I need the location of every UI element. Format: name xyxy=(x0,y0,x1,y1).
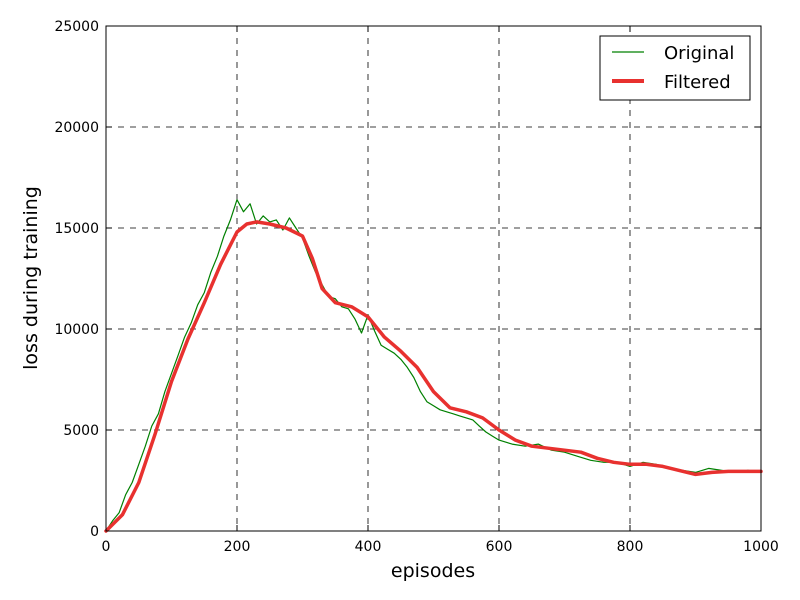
ticks xyxy=(105,25,762,532)
tick-labels: 0 200 400 600 800 100005000100001500020000250… xyxy=(54,19,778,555)
x-tick-label: 600 xyxy=(486,539,513,555)
plot-frame xyxy=(105,25,762,532)
x-tick-label: 0 xyxy=(102,539,111,555)
legend-label-filtered: Filtered xyxy=(664,72,731,93)
y-tick-label: 0 xyxy=(90,524,99,540)
y-tick-label: 20000 xyxy=(54,120,99,136)
y-tick-label: 25000 xyxy=(54,19,99,35)
x-tick-label: 1000 xyxy=(743,539,779,555)
grid xyxy=(106,26,761,531)
y-axis-label: loss during training xyxy=(20,186,42,370)
legend-box xyxy=(599,35,751,101)
x-tick-label: 200 xyxy=(224,539,251,555)
legend: Original Filtered xyxy=(599,35,751,101)
series-line-filtered xyxy=(104,220,763,533)
x-axis-label: episodes xyxy=(391,560,475,582)
x-tick-label: 800 xyxy=(617,539,644,555)
x-tick-label: 400 xyxy=(355,539,382,555)
y-tick-label: 15000 xyxy=(54,221,99,237)
legend-label-original: Original xyxy=(664,43,734,64)
series-layer xyxy=(104,199,763,533)
y-tick-label: 10000 xyxy=(54,322,99,338)
y-tick-label: 5000 xyxy=(63,423,99,439)
